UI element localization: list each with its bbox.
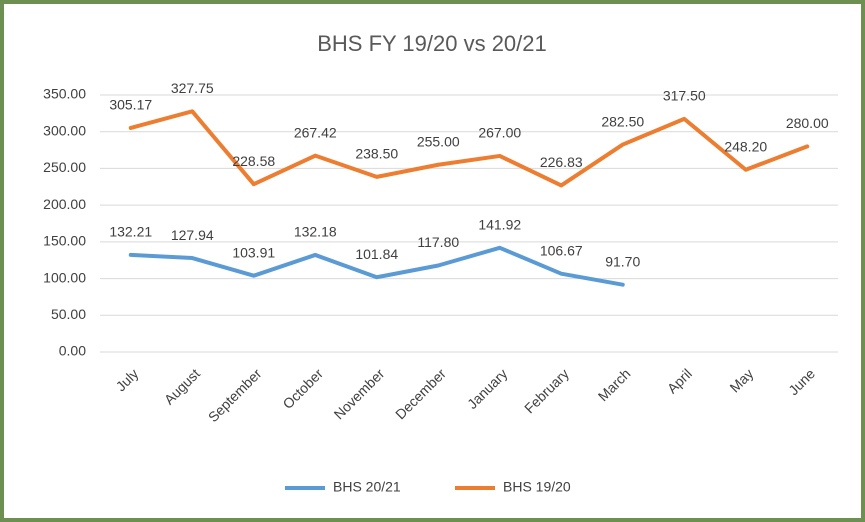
legend-label: BHS 20/21 xyxy=(333,479,401,495)
y-tick-label: 300.00 xyxy=(43,122,86,138)
data-label: 255.00 xyxy=(417,133,460,149)
data-label: 132.18 xyxy=(294,224,337,240)
chart-title: BHS FY 19/20 vs 20/21 xyxy=(317,31,547,56)
data-label: 91.70 xyxy=(605,253,640,269)
data-label: 127.94 xyxy=(171,227,214,243)
legend-label: BHS 19/20 xyxy=(503,479,571,495)
data-label: 101.84 xyxy=(355,246,398,262)
data-label: 228.58 xyxy=(232,153,275,169)
y-tick-label: 50.00 xyxy=(51,306,86,322)
data-label: 305.17 xyxy=(109,97,152,113)
y-tick-label: 150.00 xyxy=(43,233,86,249)
series-line xyxy=(128,245,625,287)
y-tick-label: 200.00 xyxy=(43,196,86,212)
data-label: 117.80 xyxy=(417,234,459,250)
data-label: 317.50 xyxy=(663,88,706,104)
data-label: 327.75 xyxy=(171,80,214,96)
data-label: 106.67 xyxy=(540,242,583,258)
data-label: 267.42 xyxy=(294,124,337,140)
y-tick-label: 0.00 xyxy=(59,343,86,359)
data-label: 226.83 xyxy=(540,154,583,170)
y-tick-label: 250.00 xyxy=(43,159,86,175)
data-label: 248.20 xyxy=(724,138,767,154)
data-label: 132.21 xyxy=(109,224,152,240)
data-label: 103.91 xyxy=(232,244,275,260)
data-label: 282.50 xyxy=(601,113,644,129)
y-tick-label: 100.00 xyxy=(43,269,86,285)
data-label: 141.92 xyxy=(478,216,521,232)
data-label: 280.00 xyxy=(786,115,829,131)
series-line xyxy=(128,109,810,188)
data-label: 267.00 xyxy=(478,125,521,141)
data-label: 238.50 xyxy=(355,146,398,162)
y-tick-label: 350.00 xyxy=(43,86,86,102)
